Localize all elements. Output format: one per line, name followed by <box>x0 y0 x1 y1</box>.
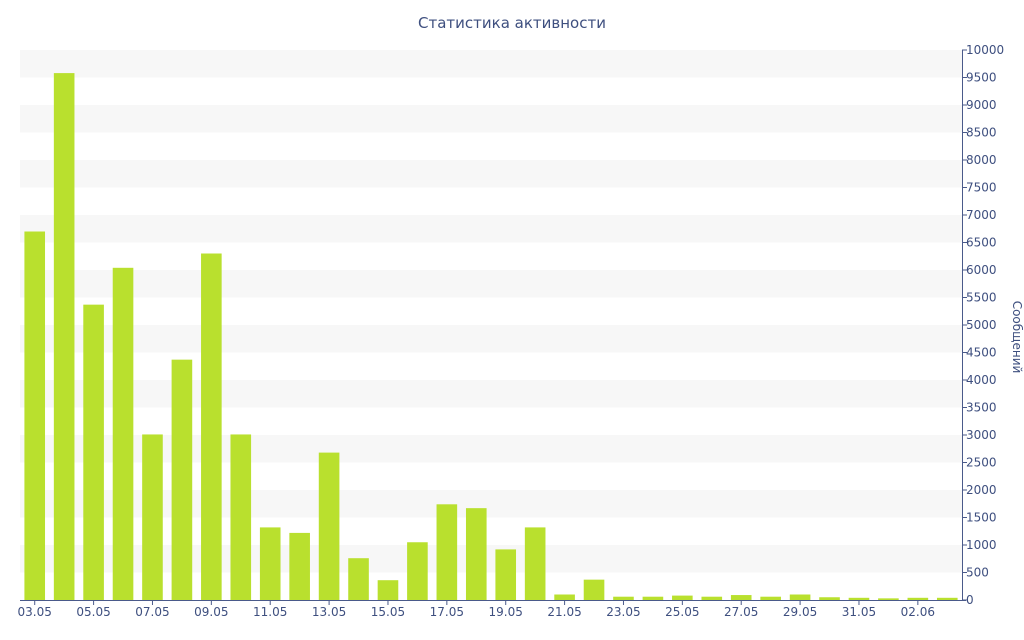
y-tick-label: 3000 <box>966 428 997 442</box>
bar-19.05[interactable] <box>495 549 517 600</box>
bar-24.05[interactable] <box>642 596 664 600</box>
x-tick-label: 19.05 <box>489 605 523 619</box>
bar-31.05[interactable] <box>848 597 870 600</box>
chart-title: Статистика активности <box>418 14 606 32</box>
bar-11.05[interactable] <box>259 527 281 600</box>
bar-16.05[interactable] <box>407 542 428 600</box>
bar-23.05[interactable] <box>613 596 634 600</box>
bar-15.05[interactable] <box>377 580 399 600</box>
x-tick-label: 05.05 <box>76 605 110 619</box>
x-tick-label: 29.05 <box>783 605 817 619</box>
x-tick-label: 27.05 <box>724 605 758 619</box>
y-tick-label: 1500 <box>966 511 997 525</box>
x-tick-label: 02.06 <box>901 605 935 619</box>
bar-30.05[interactable] <box>819 597 840 600</box>
y-tick-label: 9000 <box>966 98 997 112</box>
y-tick-label: 7000 <box>966 208 997 222</box>
y-tick-label: 0 <box>966 593 974 607</box>
bar-02.06[interactable] <box>907 597 929 600</box>
x-tick-label: 13.05 <box>312 605 346 619</box>
y-tick-label: 9500 <box>966 71 997 85</box>
y-tick-label: 5000 <box>966 318 997 332</box>
bar-09.05[interactable] <box>201 253 222 601</box>
bar-29.05[interactable] <box>789 594 811 601</box>
y-tick-label: 500 <box>966 566 989 580</box>
y-tick-label: 2500 <box>966 456 997 470</box>
y-tick-label: 8500 <box>966 126 997 140</box>
x-tick-label: 31.05 <box>842 605 876 619</box>
bar-12.05[interactable] <box>289 532 310 600</box>
y-axis-title: Сообщений <box>1010 301 1024 374</box>
bar-04.05[interactable] <box>53 73 75 601</box>
x-tick-label: 23.05 <box>606 605 640 619</box>
grid-band <box>20 270 962 298</box>
bar-26.05[interactable] <box>701 596 723 600</box>
y-tick-label: 3500 <box>966 401 997 415</box>
bars-group <box>24 73 958 601</box>
grid-band <box>20 325 962 353</box>
y-tick-label: 6500 <box>966 236 997 250</box>
y-tick-label: 7500 <box>966 181 997 195</box>
bar-28.05[interactable] <box>760 596 781 600</box>
y-tick-label: 5500 <box>966 291 997 305</box>
grid-band <box>20 215 962 243</box>
bar-05.05[interactable] <box>83 304 104 600</box>
bar-20.05[interactable] <box>524 527 546 600</box>
x-axis-ticks: 03.05 05.05 07.05 09.05 11.05 13.05 15.05 17.05… <box>18 600 935 619</box>
x-tick-label: 07.05 <box>135 605 169 619</box>
bar-03.06[interactable] <box>936 597 958 600</box>
x-tick-label: 03.05 <box>18 605 52 619</box>
y-tick-label: 10000 <box>966 43 1004 57</box>
bar-07.05[interactable] <box>142 434 163 600</box>
x-tick-label: 09.05 <box>194 605 228 619</box>
y-axis-ticks: 0 500 1000 1500 2000 2500 3000 3500 4000 4500 5000… <box>962 43 1004 607</box>
y-tick-label: 2000 <box>966 483 997 497</box>
bar-21.05[interactable] <box>554 594 575 601</box>
bar-01.06[interactable] <box>878 598 899 600</box>
bar-10.05[interactable] <box>230 434 252 600</box>
bar-25.05[interactable] <box>672 595 693 600</box>
bar-22.05[interactable] <box>583 579 605 600</box>
x-tick-label: 25.05 <box>665 605 699 619</box>
y-tick-label: 6000 <box>966 263 997 277</box>
bar-17.05[interactable] <box>436 504 458 600</box>
bar-27.05[interactable] <box>730 595 752 600</box>
x-tick-label: 17.05 <box>430 605 464 619</box>
x-tick-label: 21.05 <box>547 605 581 619</box>
grid-band <box>20 105 962 133</box>
grid-band <box>20 160 962 188</box>
grid-band <box>20 380 962 408</box>
bar-13.05[interactable] <box>318 452 340 600</box>
grid-band <box>20 50 962 78</box>
bar-03.05[interactable] <box>24 231 46 601</box>
y-tick-label: 1000 <box>966 538 997 552</box>
bar-06.05[interactable] <box>112 267 134 600</box>
y-tick-label: 8000 <box>966 153 997 167</box>
bar-14.05[interactable] <box>348 558 369 600</box>
y-tick-label: 4000 <box>966 373 997 387</box>
bar-18.05[interactable] <box>465 508 487 600</box>
bar-08.05[interactable] <box>171 359 193 600</box>
x-tick-label: 11.05 <box>253 605 287 619</box>
x-tick-label: 15.05 <box>371 605 405 619</box>
y-tick-label: 4500 <box>966 346 997 360</box>
